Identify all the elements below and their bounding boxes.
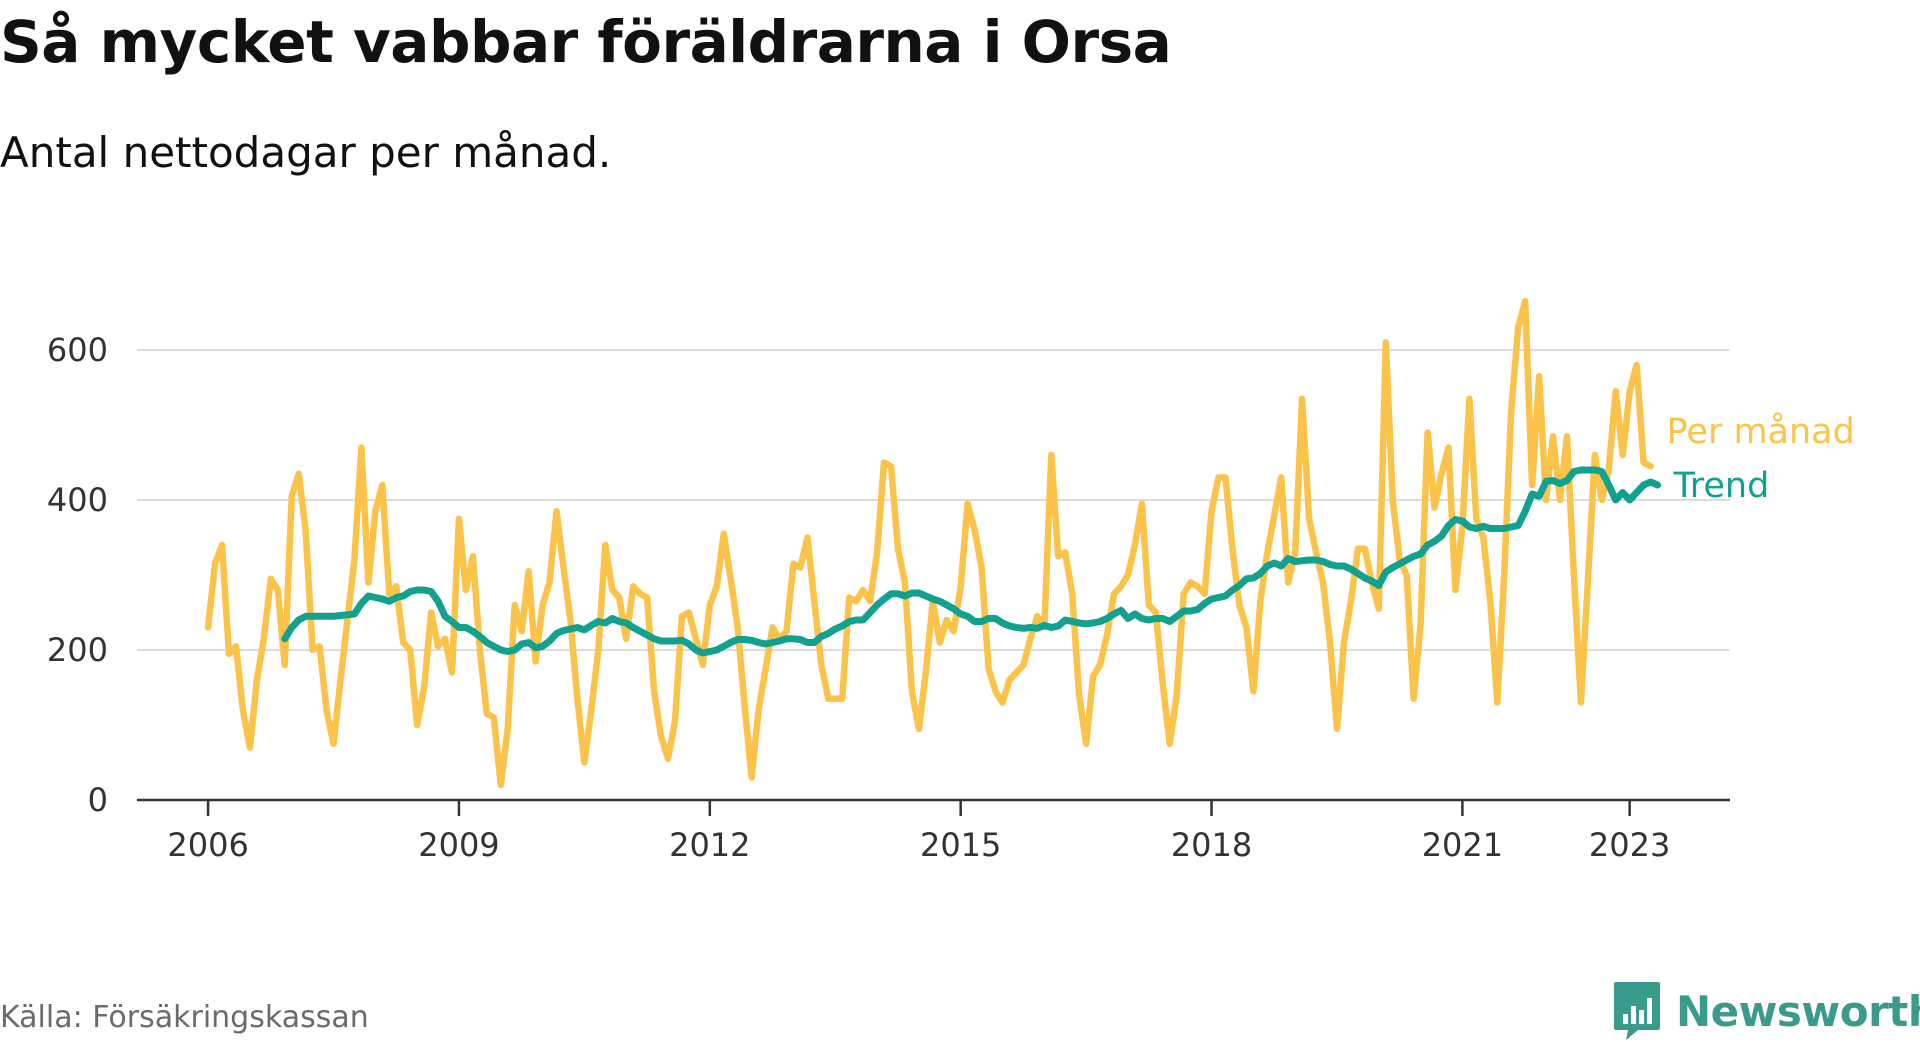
y-tick-label: 200 — [47, 631, 108, 669]
source-note: Källa: Försäkringskassan — [0, 1000, 369, 1035]
series-line-per-manad — [204, 298, 1654, 789]
brand-name: Newsworthy — [1676, 986, 1920, 1036]
y-tick-label: 400 — [47, 481, 108, 519]
bar-chart-logo-icon — [1614, 982, 1660, 1040]
x-tick-label: 2009 — [418, 826, 499, 864]
brand-logo: Newsworthy — [1612, 980, 1920, 1042]
series-label: Trend — [1673, 466, 1770, 506]
series-line-trend — [281, 466, 1662, 657]
chart-subtitle: Antal nettodagar per månad. — [0, 128, 612, 177]
x-tick-label: 2023 — [1589, 826, 1670, 864]
series-lines — [204, 298, 1662, 789]
y-tick-label: 0 — [88, 781, 108, 819]
y-tick-label: 600 — [47, 331, 108, 369]
x-tick-label: 2006 — [167, 826, 248, 864]
x-tick-label: 2018 — [1171, 826, 1252, 864]
series-label: Per månad — [1667, 411, 1855, 452]
x-axis-ticks: 2006 2009 2012 2015 2018 2021 2023 — [167, 800, 1670, 864]
x-tick-label: 2015 — [920, 826, 1001, 864]
x-tick-label: 2012 — [669, 826, 750, 864]
series-labels: Per månad Trend — [1667, 411, 1855, 506]
x-tick-label: 2021 — [1422, 826, 1503, 864]
chart-title: Så mycket vabbar föräldrarna i Orsa — [0, 8, 1172, 76]
y-axis-ticks: 0 200 400 600 — [47, 331, 108, 819]
